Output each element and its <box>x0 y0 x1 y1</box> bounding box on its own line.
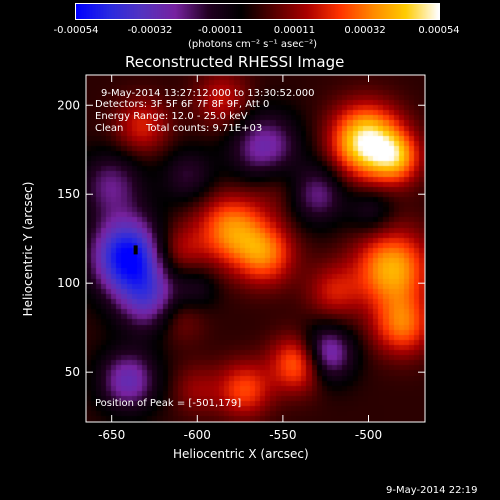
y-tick-label: 100 <box>57 276 80 290</box>
x-tick-label: -600 <box>184 428 211 442</box>
dark-marker <box>133 245 138 255</box>
detectors-annotation: Detectors: 3F 5F 6F 7F 8F 9F, Att 0 <box>95 99 270 110</box>
colorbar-gradient <box>76 4 439 19</box>
heatmap-image <box>86 75 425 422</box>
y-tick-label: 200 <box>57 98 80 112</box>
colorbar-tick-label: -0.00054 <box>53 25 99 36</box>
clean-annotation: Clean <box>95 123 124 134</box>
x-tick-label: -500 <box>355 428 382 442</box>
y-tick-label: 50 <box>65 365 80 379</box>
colorbar-tick-label: 0.00032 <box>344 25 386 36</box>
plot-frame <box>85 74 426 423</box>
colorbar-tick-label: 0.00054 <box>418 25 460 36</box>
footer-timestamp: 9-May-2014 22:19 <box>386 485 478 496</box>
colorbar-frame <box>75 3 440 20</box>
colorbar-label: (photons cm⁻² s⁻¹ asec⁻²) <box>188 39 318 50</box>
total-counts-annotation: Total counts: 9.71E+03 <box>146 123 263 134</box>
x-tick-label: -650 <box>98 428 125 442</box>
y-axis-label: Heliocentric Y (arcsec) <box>21 181 35 317</box>
colorbar-tick-label: -0.00032 <box>127 25 173 36</box>
x-tick-label: -550 <box>269 428 296 442</box>
peak-position-annotation: Position of Peak = [-501,179] <box>95 398 242 409</box>
colorbar-tick-label: -0.00011 <box>198 25 243 36</box>
time-range-annotation: 9-May-2014 13:27:12.000 to 13:30:52.000 <box>101 88 315 99</box>
chart-title: Reconstructed RHESSI Image <box>125 53 345 71</box>
y-tick-label: 150 <box>57 187 80 201</box>
energy-range-annotation: Energy Range: 12.0 - 25.0 keV <box>95 111 248 122</box>
x-axis-label: Heliocentric X (arcsec) <box>173 447 309 461</box>
colorbar-tick-label: 0.00011 <box>273 25 316 36</box>
